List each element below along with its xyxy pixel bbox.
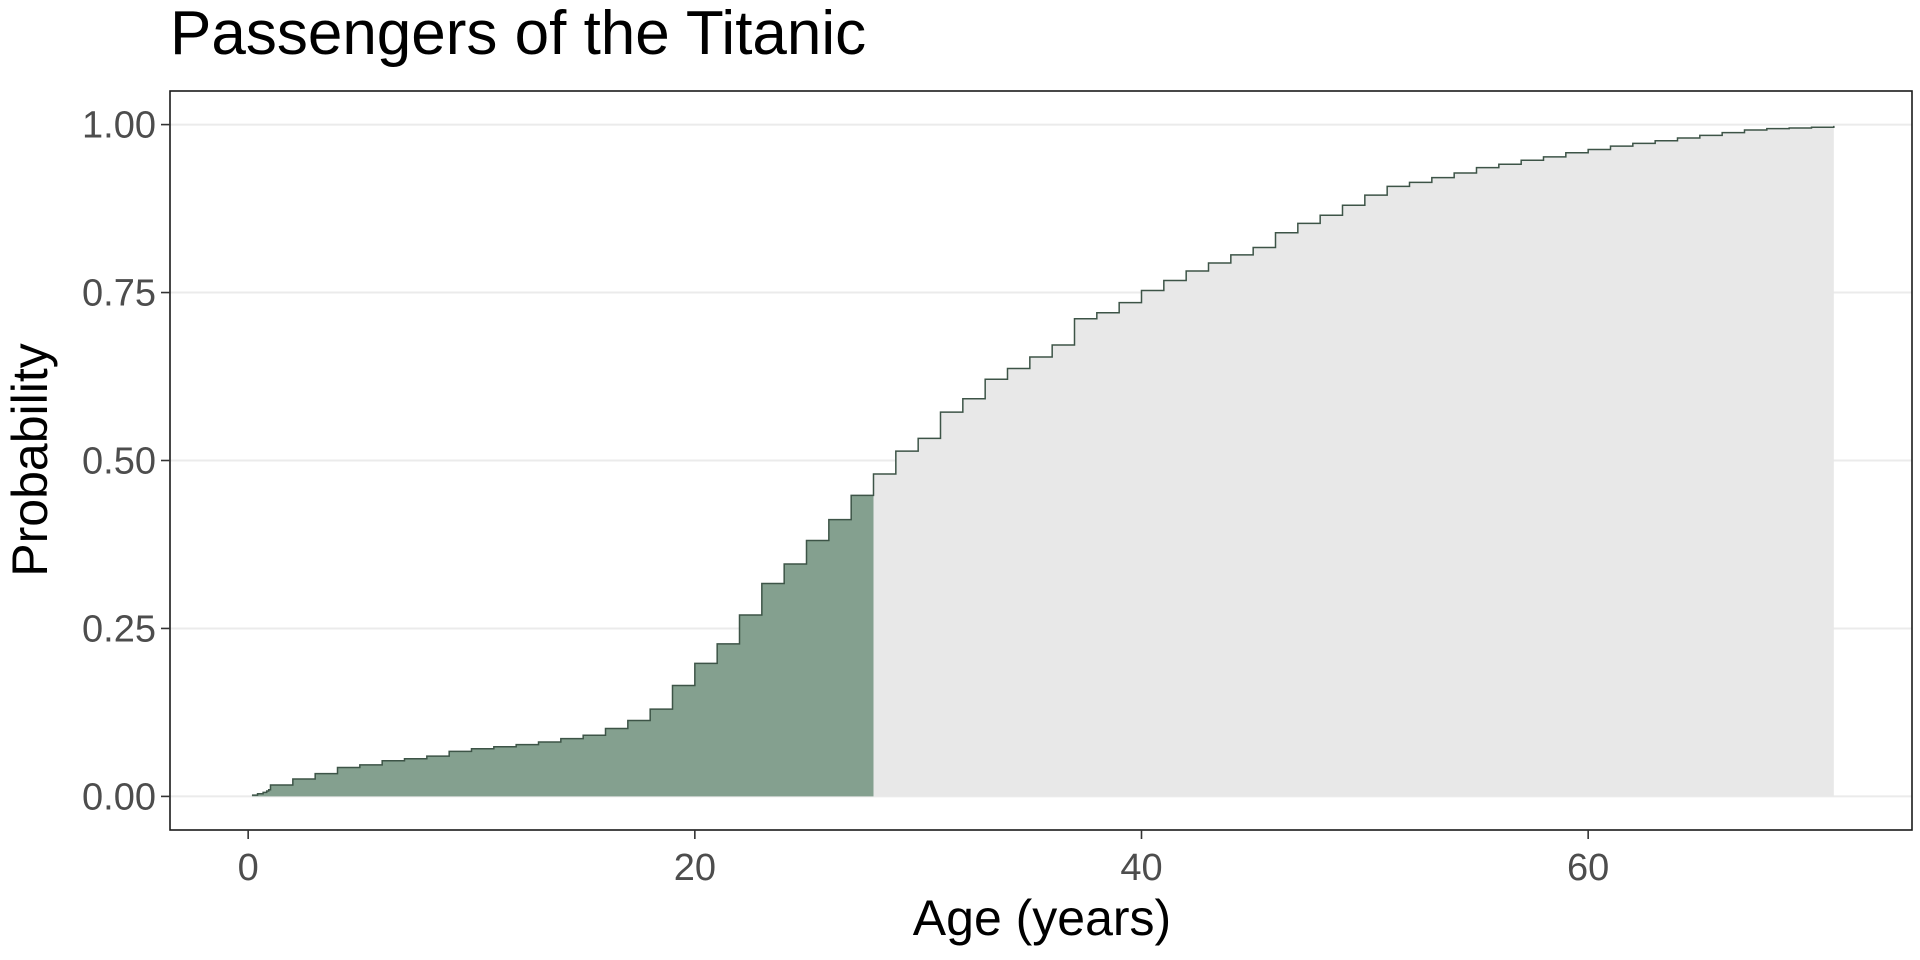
y-tick-label-0: 0.00: [82, 776, 156, 818]
area-remainder: [873, 125, 1834, 797]
y-axis: 0.00 0.25 0.50 0.75 1.00: [82, 105, 170, 818]
y-axis-label: Probability: [2, 343, 58, 576]
x-axis-label: Age (years): [913, 890, 1171, 946]
x-tick-label-3: 60: [1567, 847, 1609, 889]
x-axis: 0 20 40 60: [238, 830, 1609, 889]
chart-title: Passengers of the Titanic: [170, 0, 866, 68]
x-tick-label-1: 20: [674, 847, 716, 889]
x-tick-label-0: 0: [238, 847, 259, 889]
x-tick-label-2: 40: [1120, 847, 1162, 889]
y-tick-label-1: 0.25: [82, 608, 156, 650]
y-tick-label-4: 1.00: [82, 105, 156, 147]
area-highlight: [251, 473, 874, 797]
y-tick-label-3: 0.75: [82, 273, 156, 315]
y-tick-label-2: 0.50: [82, 441, 156, 483]
plot-area: 0 20 40 60 0.00 0.25 0.50 0.75 1.00: [82, 90, 1913, 889]
ecdf-step-line: [251, 125, 1835, 796]
